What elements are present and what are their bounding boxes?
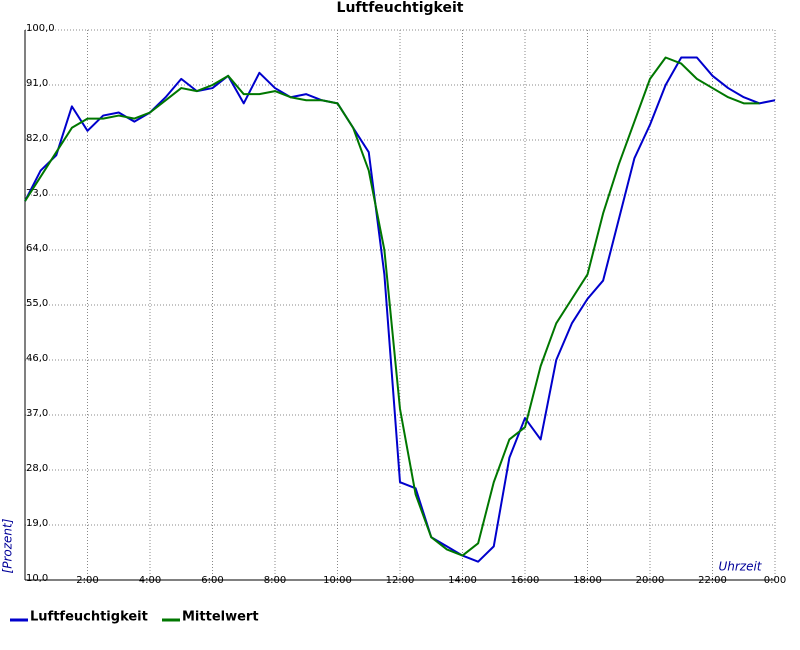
y-tick-label: 46,0: [26, 353, 48, 364]
y-tick-label: 64,0: [26, 243, 48, 254]
legend-label: Luftfeuchtigkeit: [30, 610, 148, 625]
y-tick-label: 37,0: [26, 408, 48, 419]
legend-label: Mittelwert: [182, 610, 259, 625]
y-axis-label: [Prozent]: [1, 518, 15, 573]
y-tick-label: 28,0: [26, 463, 48, 474]
y-tick-label: 100,0: [26, 23, 55, 34]
y-tick-label: 10,0: [26, 573, 48, 584]
data-line: [24, 56, 760, 557]
y-tick-label: 82,0: [26, 133, 48, 144]
y-tick-label: 55,0: [26, 298, 48, 309]
chart-title: Luftfeuchtigkeit: [337, 0, 464, 16]
x-axis-label: Uhrzeit: [718, 560, 762, 574]
y-tick-label: 19,0: [26, 518, 48, 529]
y-tick-label: 91,0: [26, 78, 48, 89]
y-tick-label: 73,0: [26, 188, 48, 199]
